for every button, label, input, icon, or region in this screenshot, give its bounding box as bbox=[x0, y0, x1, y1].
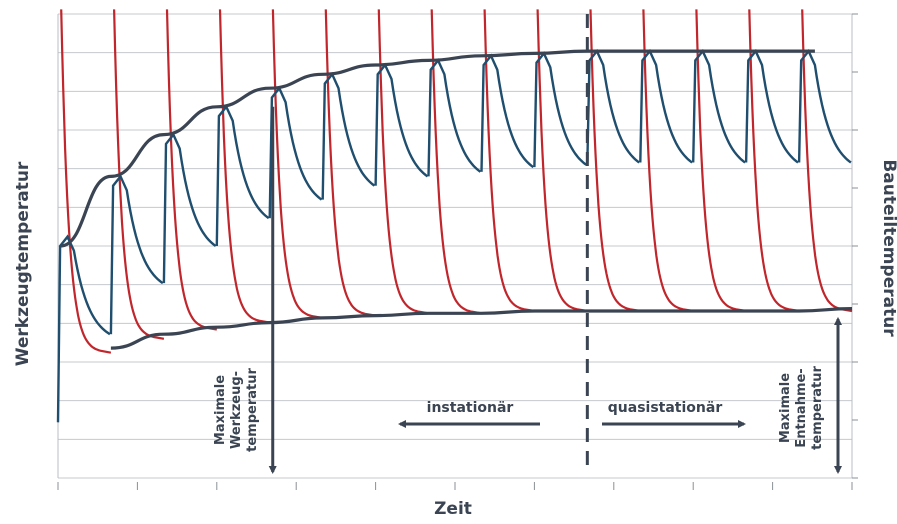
werkzeug-cycle-10 bbox=[533, 51, 588, 168]
max-entnahme-line-2: Entnahme- bbox=[794, 368, 809, 447]
envelope-lower bbox=[110, 307, 853, 350]
werkzeug-cycle-3 bbox=[162, 132, 217, 284]
bauteil-curve-14 bbox=[748, 9, 800, 313]
werkzeug-cycle-4 bbox=[215, 104, 270, 247]
werkzeug-cycle-11 bbox=[586, 48, 640, 165]
axis-ticks bbox=[57, 13, 858, 490]
max-entnahme-line-1: Maximale bbox=[778, 373, 793, 443]
max-entnahme-line-3: temperatur bbox=[810, 366, 825, 450]
werkzeug-cycle-13 bbox=[692, 48, 746, 164]
annotations bbox=[268, 14, 842, 474]
y-axis-label-left: Werkzeugtemperatur bbox=[13, 161, 33, 366]
bauteil-curve-11 bbox=[589, 9, 641, 313]
max-werkzeug-line-1: Maximale bbox=[213, 375, 228, 445]
werkzeug-cycle-8 bbox=[427, 58, 482, 177]
bauteil-curve-4 bbox=[218, 9, 270, 324]
instationaer-label: instationär bbox=[427, 400, 514, 416]
werkzeug-cycle-6 bbox=[321, 72, 376, 200]
werkzeug-cycle-9 bbox=[480, 53, 535, 172]
quasistationaer-label: quasistationär bbox=[608, 400, 723, 416]
bauteil-series bbox=[60, 9, 853, 354]
werkzeug-cycle-15 bbox=[797, 48, 852, 164]
bauteil-curve-5 bbox=[271, 9, 323, 319]
bauteil-curve-6 bbox=[324, 9, 376, 317]
bauteil-curve-15 bbox=[801, 9, 853, 313]
envelope-upper bbox=[60, 49, 815, 248]
max-werkzeug-line-3: temperatur bbox=[245, 368, 260, 452]
max-werkzeug-label: Maximale Werkzeug- temperatur bbox=[213, 368, 260, 452]
y-axis-label-right: Bauteiltemperatur bbox=[879, 159, 897, 337]
werkzeug-series bbox=[56, 48, 852, 423]
werkzeug-cycle-1 bbox=[56, 234, 111, 423]
bauteil-curve-3 bbox=[165, 9, 217, 331]
werkzeug-cycle-7 bbox=[374, 62, 429, 186]
max-werkzeug-line-2: Werkzeug- bbox=[229, 371, 244, 449]
werkzeug-cycle-14 bbox=[744, 48, 799, 164]
bauteil-curve-8 bbox=[430, 9, 482, 315]
bauteil-curve-1 bbox=[60, 9, 112, 354]
max-entnahme-label: Maximale Entnahme- temperatur bbox=[778, 366, 825, 450]
bauteil-curve-9 bbox=[483, 9, 535, 313]
bauteil-curve-7 bbox=[377, 9, 429, 315]
bauteil-curve-12 bbox=[642, 9, 694, 313]
werkzeug-cycle-12 bbox=[639, 48, 693, 164]
x-axis-label: Zeit bbox=[434, 499, 472, 519]
werkzeug-cycle-2 bbox=[109, 174, 164, 335]
bauteil-curve-13 bbox=[695, 9, 747, 313]
werkzeug-cycle-5 bbox=[268, 85, 323, 219]
envelope-curves bbox=[60, 49, 853, 350]
bauteil-curve-10 bbox=[536, 9, 588, 313]
